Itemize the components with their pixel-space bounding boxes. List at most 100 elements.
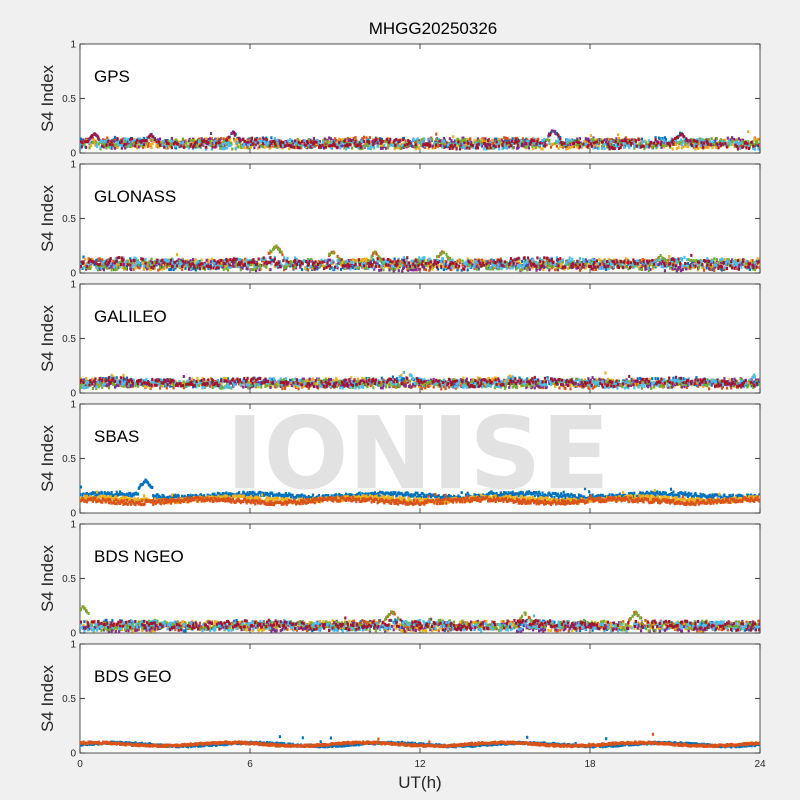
data-point (559, 265, 562, 269)
data-point (688, 263, 691, 267)
data-point (424, 146, 427, 150)
data-point (174, 140, 177, 144)
data-point (738, 146, 741, 150)
data-point (515, 138, 518, 142)
data-point (123, 266, 126, 270)
data-point (721, 259, 724, 263)
data-point (268, 144, 271, 148)
data-point (229, 266, 232, 269)
data-point (300, 146, 303, 150)
data-point (318, 261, 321, 265)
data-point (318, 140, 321, 143)
data-point (602, 267, 605, 271)
data-point (207, 137, 210, 141)
data-point (172, 268, 175, 271)
data-point (489, 266, 492, 270)
data-point (649, 267, 652, 271)
data-point (226, 146, 229, 150)
data-point (448, 137, 451, 141)
data-point (387, 263, 390, 267)
data-point (107, 266, 111, 270)
data-point (748, 267, 751, 271)
data-point (722, 261, 725, 265)
data-point (351, 260, 354, 264)
data-point (339, 258, 343, 262)
data-point (276, 138, 279, 142)
data-point (309, 145, 312, 149)
data-point (747, 265, 750, 269)
data-point (605, 140, 608, 144)
data-point (357, 258, 360, 262)
data-point (657, 141, 660, 145)
data-point (583, 140, 587, 144)
data-point (495, 262, 498, 266)
data-point (200, 137, 203, 141)
data-point (329, 262, 332, 265)
data-point (82, 255, 85, 259)
data-point (514, 140, 517, 144)
data-point (684, 142, 687, 146)
data-point (738, 263, 741, 267)
data-point (549, 145, 553, 149)
data-point (109, 257, 112, 261)
data-point (187, 146, 190, 150)
data-point (402, 262, 405, 265)
data-point (610, 140, 613, 143)
data-point (192, 147, 195, 151)
data-point (316, 267, 319, 271)
data-point (348, 138, 351, 142)
data-point (710, 137, 713, 141)
data-point (397, 269, 400, 273)
data-point (623, 141, 626, 145)
data-point (733, 266, 736, 270)
data-point (398, 265, 401, 269)
data-point (597, 146, 600, 150)
data-point (420, 138, 423, 142)
data-point (255, 140, 258, 144)
data-point (494, 260, 497, 264)
data-point (180, 262, 183, 266)
data-point (113, 263, 117, 267)
data-point (319, 145, 322, 149)
data-point (487, 139, 490, 143)
data-point (521, 259, 524, 263)
data-point (358, 263, 361, 266)
data-point (697, 260, 700, 264)
data-point (233, 132, 236, 136)
data-point (462, 145, 465, 149)
data-point (388, 268, 391, 272)
data-point (474, 260, 477, 263)
data-point (246, 138, 249, 142)
data-point (372, 258, 375, 262)
data-point (589, 139, 592, 143)
data-point (489, 141, 492, 145)
data-point (453, 139, 456, 143)
data-point (582, 257, 585, 261)
data-point (586, 139, 589, 143)
data-point (483, 141, 486, 145)
data-point (526, 256, 530, 260)
data-point (652, 261, 655, 265)
data-point (662, 143, 665, 147)
data-point (129, 145, 132, 148)
data-point (130, 137, 134, 141)
data-point (180, 258, 183, 262)
data-point (147, 142, 150, 146)
data-point (541, 263, 544, 267)
data-point (686, 141, 689, 145)
data-point (421, 144, 424, 148)
data-point (373, 146, 376, 150)
data-point (519, 264, 522, 267)
data-point (377, 137, 380, 141)
data-point (671, 138, 674, 142)
data-point (453, 143, 456, 147)
data-point (389, 259, 392, 263)
data-point (407, 261, 411, 265)
data-point (438, 139, 441, 143)
data-point (183, 145, 186, 149)
data-point (658, 137, 661, 141)
data-point (578, 256, 581, 260)
data-point (676, 135, 679, 139)
data-point (242, 260, 245, 264)
data-point (525, 142, 528, 146)
